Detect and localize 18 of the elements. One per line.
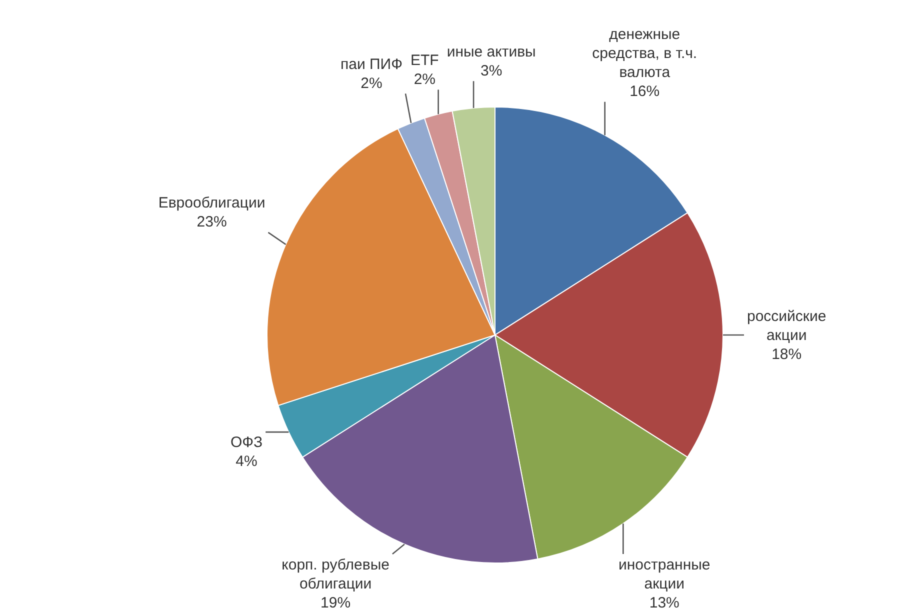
slice-label: Еврооблигации [158,194,266,212]
data-label: 2% [360,74,382,92]
slice-label: ОФЗ [230,434,263,452]
slice-label: паи ПИФ [340,56,403,73]
data-label: 13% [649,594,680,612]
slice-label: российские акции [746,308,826,344]
data-label: 4% [236,453,258,470]
data-label: 19% [320,594,351,612]
data-label: 18% [772,346,802,363]
data-label: 23% [196,214,227,231]
slice-label: иные активы [446,43,536,60]
slice-label: денежные средства, в т.ч. валюта [592,26,698,82]
data-label: 2% [414,70,436,88]
slice-label: ETF [410,52,439,69]
data-label: 16% [630,83,660,100]
data-label: 3% [480,62,502,80]
slice-label: иностранные акции [618,556,710,592]
slice-label: корп. рублевые облигации [282,556,390,592]
